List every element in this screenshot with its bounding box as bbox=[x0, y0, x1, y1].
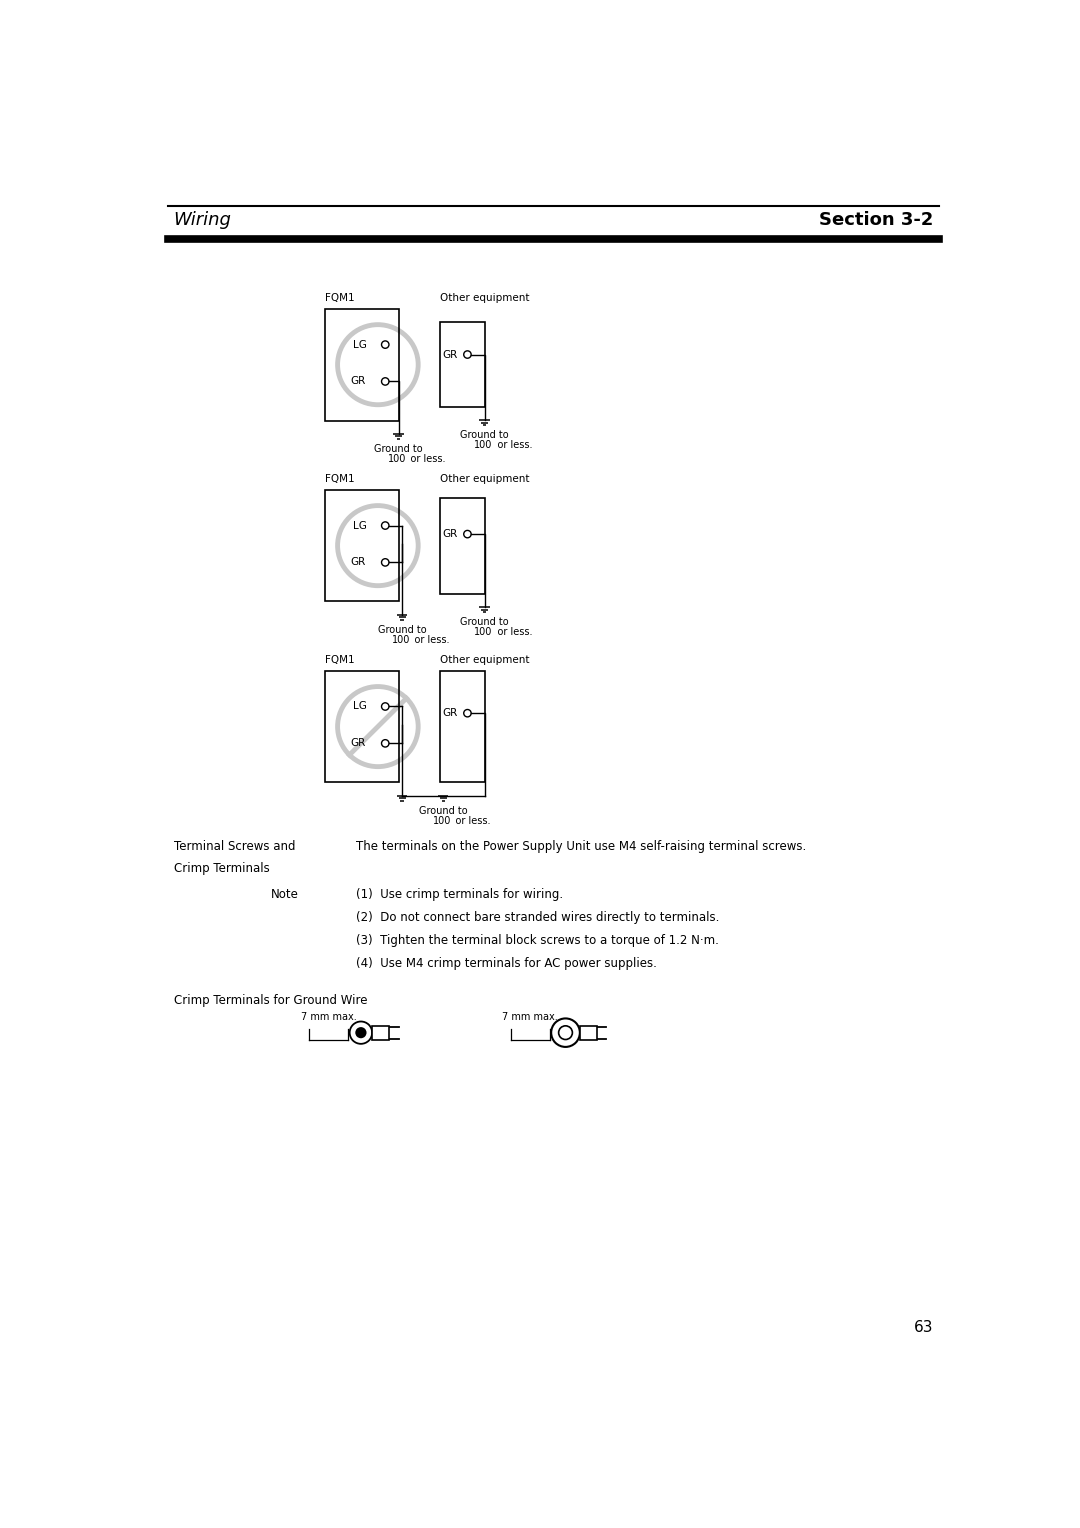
Text: 100: 100 bbox=[474, 626, 492, 637]
Text: FQM1: FQM1 bbox=[325, 293, 354, 304]
Text: Other equipment: Other equipment bbox=[440, 293, 529, 304]
Text: or less.: or less. bbox=[485, 440, 532, 451]
Text: 100: 100 bbox=[474, 440, 492, 451]
Circle shape bbox=[551, 1019, 580, 1047]
Text: or less.: or less. bbox=[403, 634, 450, 645]
Text: or less.: or less. bbox=[444, 816, 491, 825]
Text: GR: GR bbox=[351, 376, 366, 387]
Text: 100: 100 bbox=[389, 454, 407, 463]
Bar bbox=[325, 309, 399, 420]
Text: Ground to: Ground to bbox=[378, 625, 427, 634]
Circle shape bbox=[355, 1027, 366, 1038]
Bar bbox=[440, 322, 485, 406]
Text: (4)  Use M4 crimp terminals for AC power supplies.: (4) Use M4 crimp terminals for AC power … bbox=[356, 957, 657, 970]
Bar bbox=[440, 671, 485, 782]
Text: Terminal Screws and: Terminal Screws and bbox=[174, 840, 295, 853]
Text: FQM1: FQM1 bbox=[325, 656, 354, 665]
Text: GR: GR bbox=[443, 529, 458, 539]
Text: GR: GR bbox=[443, 350, 458, 359]
Text: or less.: or less. bbox=[399, 454, 446, 463]
Text: 100: 100 bbox=[433, 816, 451, 825]
Circle shape bbox=[350, 1022, 373, 1044]
Text: (1)  Use crimp terminals for wiring.: (1) Use crimp terminals for wiring. bbox=[356, 888, 563, 902]
Text: Other equipment: Other equipment bbox=[440, 656, 529, 665]
Text: Ground to: Ground to bbox=[460, 617, 509, 626]
Text: LG: LG bbox=[353, 339, 367, 350]
Text: Crimp Terminals for Ground Wire: Crimp Terminals for Ground Wire bbox=[174, 995, 367, 1007]
Bar bbox=[325, 490, 399, 602]
Bar bbox=[325, 671, 399, 782]
Text: FQM1: FQM1 bbox=[325, 474, 354, 484]
Text: LG: LG bbox=[353, 521, 367, 530]
Text: Note: Note bbox=[271, 888, 298, 902]
Text: Ground to: Ground to bbox=[460, 431, 509, 440]
Text: GR: GR bbox=[443, 707, 458, 718]
Text: Ground to: Ground to bbox=[419, 805, 468, 816]
Text: GR: GR bbox=[351, 738, 366, 749]
Text: The terminals on the Power Supply Unit use M4 self-raising terminal screws.: The terminals on the Power Supply Unit u… bbox=[356, 840, 806, 853]
Text: 63: 63 bbox=[914, 1320, 933, 1335]
Text: (3)  Tighten the terminal block screws to a torque of 1.2 N·m.: (3) Tighten the terminal block screws to… bbox=[356, 934, 719, 947]
Text: LG: LG bbox=[353, 701, 367, 712]
Text: or less.: or less. bbox=[485, 626, 532, 637]
Text: Other equipment: Other equipment bbox=[440, 474, 529, 484]
Text: Section 3-2: Section 3-2 bbox=[819, 211, 933, 229]
Text: Crimp Terminals: Crimp Terminals bbox=[174, 862, 270, 874]
Bar bbox=[440, 498, 485, 594]
Text: 7 mm max.: 7 mm max. bbox=[301, 1012, 356, 1022]
Text: (2)  Do not connect bare stranded wires directly to terminals.: (2) Do not connect bare stranded wires d… bbox=[356, 911, 719, 924]
Text: 100: 100 bbox=[392, 634, 410, 645]
Text: Ground to: Ground to bbox=[374, 443, 422, 454]
Text: GR: GR bbox=[351, 558, 366, 567]
Text: 7 mm max.: 7 mm max. bbox=[502, 1012, 558, 1022]
Bar bbox=[580, 1025, 597, 1039]
Bar bbox=[373, 1025, 389, 1039]
Text: Wiring: Wiring bbox=[174, 211, 231, 229]
